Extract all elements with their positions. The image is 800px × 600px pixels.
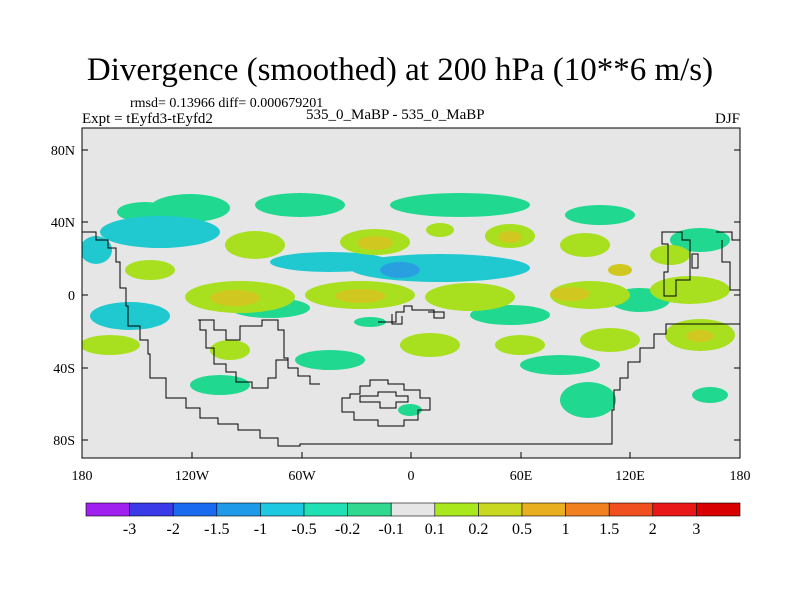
colorbar-swatch [303, 502, 348, 517]
x-tick-label: 180 [72, 469, 93, 484]
colorbar-label: 0.2 [468, 521, 488, 538]
field-neg-region [470, 305, 550, 325]
stats-text: rmsd= 0.13966 diff= 0.000679201 [130, 96, 324, 111]
colorbar-label: -0.5 [291, 521, 316, 538]
colorbar-label: 0.1 [425, 521, 445, 538]
x-tick-label: 60W [288, 469, 316, 484]
comparison-label: 535_0_MaBP - 535_0_MaBP [306, 107, 485, 123]
field-pos-region [650, 245, 690, 265]
field-neg-region [565, 205, 635, 225]
field-neg-region [350, 254, 530, 282]
field-pos-region [225, 231, 285, 259]
colorbar-swatch [608, 502, 654, 517]
colorbar-label: -2 [167, 521, 180, 538]
field-neg-region [255, 193, 345, 217]
colorbar-swatch [85, 502, 130, 517]
y-tick-label: 80N [51, 144, 75, 159]
field-neg-region [560, 382, 616, 418]
y-tick-label: 40S [53, 362, 75, 377]
colorbar-swatch [521, 502, 566, 517]
colorbar-label: -1 [254, 521, 267, 538]
field-neg-region [150, 194, 230, 222]
field-neg-region [190, 375, 250, 395]
y-tick-label: 40N [51, 216, 75, 231]
continent-outlines [82, 231, 740, 447]
colorbar-label: 0.5 [512, 521, 532, 538]
x-tick-label: 60E [510, 469, 533, 484]
colorbar-swatch [129, 502, 174, 517]
field-neg-region [520, 355, 600, 375]
divergence-field [82, 193, 735, 418]
y-tick-label: 0 [68, 289, 75, 304]
field-neg-region [354, 317, 386, 327]
field-neg-region [692, 387, 728, 403]
field-pos-region [650, 276, 730, 304]
y-axis: 80N 40N 0 40S 80S [51, 144, 740, 449]
colorbar-swatch [216, 502, 261, 517]
field-pos-region [498, 231, 522, 243]
field-pos-region [425, 283, 515, 311]
colorbar: -3 -2 -1.5 -1 -0.5 -0.2 -0.1 0.1 0.2 0.5 1 1.5 2 3 [85, 502, 741, 538]
colorbar-swatch [565, 502, 610, 517]
field-neg-region [390, 193, 530, 217]
field-pos-region [210, 290, 260, 306]
field-pos-region [357, 236, 393, 250]
colorbar-swatch [696, 502, 741, 517]
x-tick-label: 180 [730, 469, 751, 484]
colorbar-label: -3 [123, 521, 136, 538]
field-pos-region [560, 233, 610, 257]
colorbar-swatch [172, 502, 218, 517]
colorbar-swatch [434, 502, 479, 517]
field-neg-region [380, 262, 420, 278]
colorbar-swatch [478, 502, 523, 517]
field-neg-region [82, 236, 112, 264]
colorbar-label: -0.2 [335, 521, 360, 538]
field-pos-region [335, 289, 385, 303]
field-neg-region [90, 302, 170, 330]
field-neg-region [295, 350, 365, 370]
colorbar-swatch [652, 502, 697, 517]
field-pos-region [400, 333, 460, 357]
season-label: DJF [714, 111, 740, 127]
colorbar-label: 1.5 [599, 521, 619, 538]
x-tick-label: 0 [408, 469, 415, 484]
colorbar-swatch [260, 502, 305, 517]
field-pos-region [580, 328, 640, 352]
x-axis: 180 120W 60W 0 60E 120E 180 [72, 452, 751, 484]
x-tick-label: 120E [615, 469, 645, 484]
x-tick-label: 120W [175, 469, 210, 484]
experiment-label: Expt = tEyfd3-tEyfd2 [82, 111, 213, 127]
field-pos-region [495, 335, 545, 355]
field-pos-region [550, 287, 590, 301]
y-tick-label: 80S [53, 434, 75, 449]
field-neg-region [100, 216, 220, 248]
field-pos-region [686, 330, 714, 342]
colorbar-label: 2 [649, 521, 657, 538]
colorbar-label: -1.5 [204, 521, 229, 538]
colorbar-label: 1 [562, 521, 570, 538]
field-neg-region [670, 228, 730, 252]
field-pos-region [210, 340, 250, 360]
colorbar-swatch [390, 502, 436, 517]
field-pos-region [608, 264, 632, 276]
field-neg-region [398, 404, 422, 416]
chart-title: Divergence (smoothed) at 200 hPa (10**6 … [86, 52, 714, 88]
field-pos-region [125, 260, 175, 280]
colorbar-label: -0.1 [379, 521, 404, 538]
field-pos-region [426, 223, 454, 237]
colorbar-swatch [347, 502, 392, 517]
field-pos-region [82, 335, 140, 355]
colorbar-label: 3 [692, 521, 700, 538]
